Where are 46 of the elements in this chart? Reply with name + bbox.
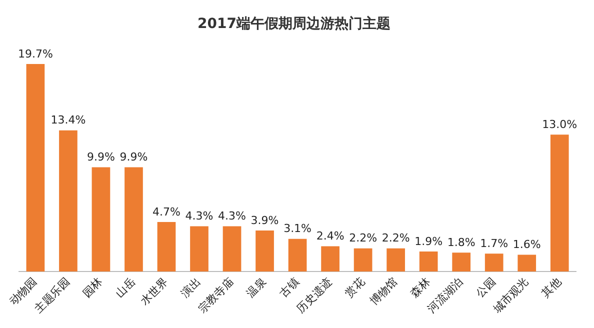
bar [354,248,372,272]
data-label: 19.7% [18,47,53,60]
data-label: 1.8% [447,236,476,249]
data-label: 1.7% [480,237,508,250]
data-label: 9.9% [120,150,148,164]
data-label: 4.7% [152,205,180,218]
bar [256,230,274,272]
x-tick-label: 温泉 [244,275,269,300]
bar [26,64,45,272]
bar [222,226,242,272]
x-tick-label: 公园 [473,275,498,300]
bar [321,246,340,272]
x-tick-label: 森林 [408,275,433,300]
bar [386,248,405,272]
data-label: 9.9% [86,150,115,164]
bar [419,252,438,272]
data-label: 3.9% [250,214,279,227]
data-label: 13.0% [542,118,578,131]
x-tick-label: 古镇 [276,275,302,300]
x-tick-label: 园林 [80,275,106,300]
bar [92,167,110,272]
bar [518,254,536,272]
data-label: 3.1% [284,222,312,236]
data-label: 1.9% [414,234,443,248]
bar [190,226,208,272]
bar [452,252,471,272]
data-label: 4.3% [218,210,246,223]
x-tick-label: 赏花 [342,275,368,300]
data-label: 2.4% [316,230,344,243]
bar [59,130,78,272]
x-tick-label: 其他 [539,275,564,300]
bar [550,134,569,272]
data-label: 2.2% [349,232,378,245]
bar [124,167,143,272]
data-label: 1.6% [512,238,541,252]
data-label: 2.2% [382,232,410,245]
x-tick-label: 水世界 [138,275,171,308]
chart-title: 2017端午假期周边游热门主题 [198,15,390,32]
bar [484,254,504,272]
data-label: 4.3% [185,210,214,223]
x-tick-label: 博物馆 [367,275,400,308]
bar [288,238,307,272]
x-tick-label: 山岳 [113,275,138,300]
x-tick-label: 演出 [178,275,204,300]
bar [157,222,176,272]
data-label: 13.4% [50,114,86,127]
